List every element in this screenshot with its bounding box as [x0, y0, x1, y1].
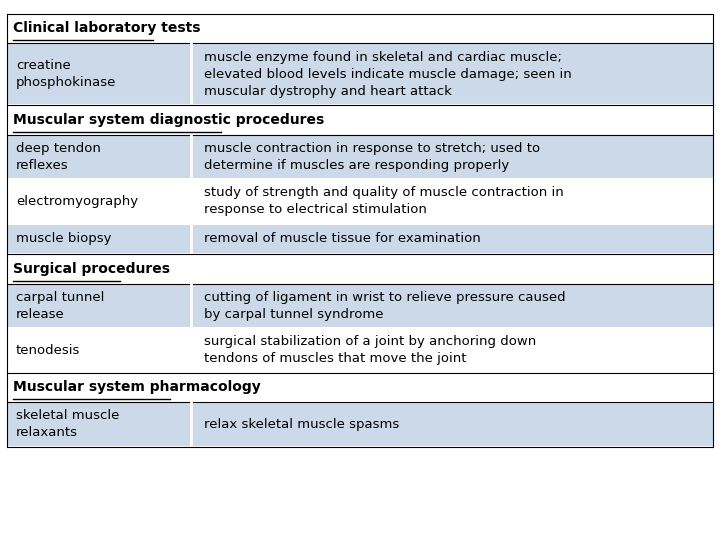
Bar: [7, 179, 713, 224]
Text: Muscular system pharmacology: Muscular system pharmacology: [13, 381, 261, 394]
Bar: [7, 254, 713, 284]
Bar: [7, 135, 713, 179]
Text: muscle biopsy: muscle biopsy: [16, 232, 112, 246]
Text: relax skeletal muscle spasms: relax skeletal muscle spasms: [204, 418, 399, 431]
Bar: [7, 284, 713, 328]
Text: carpal tunnel
release: carpal tunnel release: [16, 291, 104, 321]
Text: surgical stabilization of a joint by anchoring down
tendons of muscles that move: surgical stabilization of a joint by anc…: [204, 335, 536, 366]
Bar: [7, 224, 713, 254]
Bar: [7, 402, 713, 447]
Text: Clinical laboratory tests: Clinical laboratory tests: [13, 22, 200, 35]
Text: deep tendon
reflexes: deep tendon reflexes: [16, 142, 101, 172]
Text: study of strength and quality of muscle contraction in
response to electrical st: study of strength and quality of muscle …: [204, 186, 564, 217]
Text: electromyography: electromyography: [16, 195, 138, 208]
Bar: [7, 43, 713, 105]
Text: muscle contraction in response to stretch; used to
determine if muscles are resp: muscle contraction in response to stretc…: [204, 142, 540, 172]
Text: cutting of ligament in wrist to relieve pressure caused
by carpal tunnel syndrom: cutting of ligament in wrist to relieve …: [204, 291, 565, 321]
Bar: [7, 328, 713, 373]
Text: Surgical procedures: Surgical procedures: [13, 262, 170, 276]
Text: Muscular system diagnostic procedures: Muscular system diagnostic procedures: [13, 113, 324, 127]
Text: creatine
phosphokinase: creatine phosphokinase: [16, 59, 116, 89]
Bar: [7, 14, 713, 43]
Text: skeletal muscle
relaxants: skeletal muscle relaxants: [16, 409, 120, 440]
Text: tenodesis: tenodesis: [16, 344, 80, 357]
Text: removal of muscle tissue for examination: removal of muscle tissue for examination: [204, 232, 480, 246]
Bar: [7, 105, 713, 135]
Bar: [7, 373, 713, 402]
Text: muscle enzyme found in skeletal and cardiac muscle;
elevated blood levels indica: muscle enzyme found in skeletal and card…: [204, 51, 572, 98]
